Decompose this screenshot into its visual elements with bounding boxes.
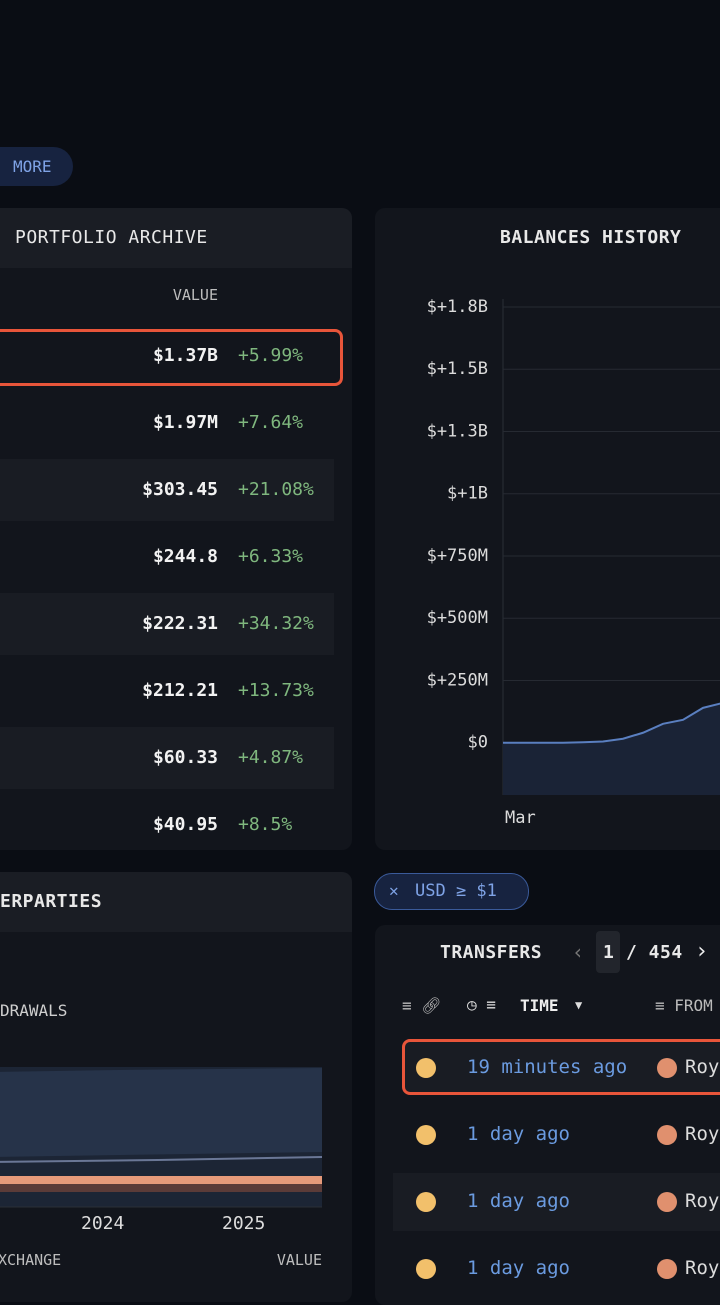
x-tick-label: 2024 [81,1213,125,1234]
transfer-from[interactable]: Roy [685,1190,720,1212]
panel-header [375,208,720,268]
y-tick-label: $+1.8B [427,297,488,317]
row-change: +21.08% [238,479,314,500]
area-band [0,1068,322,1157]
area-band [0,1184,322,1192]
row-change: +34.32% [238,613,314,634]
panel-title: TRANSFERS [440,942,543,963]
counterparties-panel: ERPARTIES DRAWALS 2024 2025 XCHANGE VALU… [0,872,352,1302]
x-tick-label: Mar [505,808,536,828]
close-icon[interactable]: ✕ [389,881,399,900]
token-icon [416,1259,436,1279]
area-band [0,1176,322,1184]
filter-label: USD ≥ $1 [415,881,497,901]
page-number: 1 [603,942,615,963]
transfer-from[interactable]: Roy [685,1257,720,1279]
transfer-time[interactable]: 19 minutes ago [467,1056,628,1078]
balance-line [503,702,720,744]
time-icon[interactable]: ◷ ≡ [467,995,496,1014]
row-value: $303.45 [142,479,218,500]
row-value: $60.33 [152,747,218,768]
panel-title: ERPARTIES [0,891,103,912]
page-count: / 454 [626,942,683,963]
y-tick-label: $+750M [427,546,488,566]
row-change: +4.87% [238,747,304,768]
portfolio-row[interactable] [0,593,334,655]
row-value: $222.31 [142,613,218,634]
column-header: XCHANGE [0,1251,62,1269]
row-value: $1.97M [152,412,218,433]
next-page[interactable]: › [695,939,709,964]
sort-icon[interactable]: ▼ [575,998,583,1012]
panel-title: PORTFOLIO ARCHIVE [15,227,208,248]
column-header: VALUE [172,286,218,304]
row-change: +8.5% [238,814,293,835]
row-value: $1.37B [152,345,218,366]
entity-icon [657,1125,677,1145]
token-icon [416,1125,436,1145]
entity-icon [657,1259,677,1279]
transfer-from[interactable]: Roy [685,1056,720,1078]
transfer-time[interactable]: 1 day ago [467,1190,570,1212]
portfolio-row[interactable] [0,459,334,521]
area-line [0,1156,323,1163]
row-value: $244.8 [152,546,218,567]
row-value: $40.95 [152,814,218,835]
panel-header [0,208,352,268]
y-tick-label: $+500M [427,608,488,628]
transfer-time[interactable]: 1 day ago [467,1257,570,1279]
y-tick-label: $+1B [447,484,488,504]
more-label: MORE [13,157,52,176]
y-tick-label: $+1.3B [427,421,488,441]
panel-header [0,872,352,932]
balances-panel: BALANCES HISTORY $0 $+250M $+500M $+750M $+1… [375,208,720,850]
column-header[interactable]: TIME [520,996,559,1015]
area-fill [503,703,720,795]
y-tick-label: $0 [468,733,488,753]
token-icon [416,1058,436,1078]
prev-page[interactable]: ‹ [572,940,585,964]
token-icon [416,1192,436,1212]
chart-subtitle: DRAWALS [0,1001,68,1020]
entity-icon [657,1192,677,1212]
more-button[interactable]: MORE [0,147,73,186]
row-change: +13.73% [238,680,314,701]
y-tick-label: $+250M [427,670,488,690]
column-header: VALUE [276,1251,322,1269]
balances-chart: $0 $+250M $+500M $+750M $+1B $+1.3B $+1.5B $+1.… [427,297,720,828]
portfolio-row[interactable] [0,329,343,386]
row-change: +6.33% [238,546,304,567]
transfer-from[interactable]: Roy [685,1123,720,1145]
filter-pill[interactable]: ✕ USD ≥ $1 [374,873,529,910]
transfers-panel: TRANSFERS ‹ 1 / 454 › ≡ 🔗︎ ◷ ≡ TIME ▼ ≡ … [375,925,720,1305]
portfolio-row[interactable] [0,727,334,789]
entity-icon [657,1058,677,1078]
column-header[interactable]: ≡ FROM [655,996,713,1015]
row-value: $212.21 [142,680,218,701]
row-change: +5.99% [238,345,304,366]
panel-title: BALANCES HISTORY [500,227,682,248]
x-tick-label: 2025 [222,1213,266,1234]
portfolio-panel: PORTFOLIO ARCHIVE VALUE $1.37B +5.99% $1.9… [0,208,352,850]
row-change: +7.64% [238,412,304,433]
filter-icon[interactable]: ≡ 🔗︎ [402,996,442,1015]
transfer-time[interactable]: 1 day ago [467,1123,570,1145]
page-box[interactable] [596,931,620,973]
counterparties-chart [0,1067,323,1208]
y-tick-label: $+1.5B [427,359,488,379]
